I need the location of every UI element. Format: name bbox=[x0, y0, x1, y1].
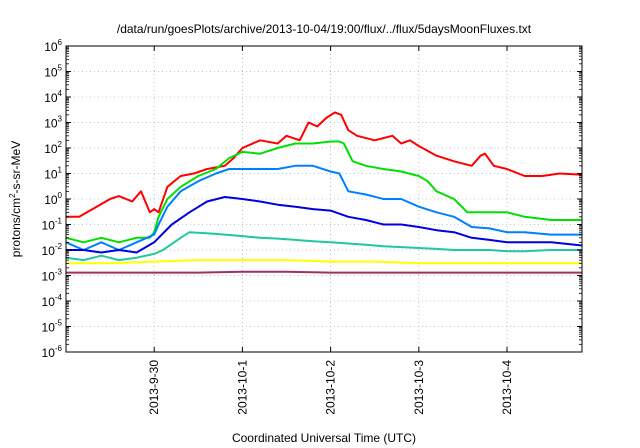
y-tick-label-base: 10 bbox=[42, 219, 56, 233]
series-line-6 bbox=[66, 259, 582, 265]
series-line-3 bbox=[65, 164, 582, 251]
x-tick-label: 2013-10-4 bbox=[500, 360, 514, 415]
y-axis-label: protons/cm2-s-sr-MeV bbox=[8, 141, 23, 257]
series-line-7 bbox=[66, 270, 582, 274]
x-tick-label: 2013-10-2 bbox=[324, 360, 338, 415]
y-tick-label: 104 bbox=[44, 89, 62, 105]
series-line-2 bbox=[65, 140, 582, 244]
chart-title: /data/run/goesPlots/archive/2013-10-04/1… bbox=[117, 22, 532, 36]
y-tick-label-exponent: 6 bbox=[58, 38, 63, 47]
y-tick-label: 10-5 bbox=[42, 319, 63, 335]
y-tick-label: 103 bbox=[44, 115, 62, 131]
y-tick-label: 10-1 bbox=[42, 217, 63, 233]
y-tick-label: 10-4 bbox=[42, 293, 63, 309]
y-tick-label: 102 bbox=[44, 140, 62, 156]
x-axis-label: Coordinated Universal Time (UTC) bbox=[232, 431, 416, 445]
y-tick-label-base: 10 bbox=[44, 193, 58, 207]
y-tick-label-exponent: 0 bbox=[58, 191, 63, 200]
y-tick-label-base: 10 bbox=[42, 270, 56, 284]
y-tick-label-base: 10 bbox=[44, 91, 58, 105]
y-tick-label-base: 10 bbox=[42, 346, 56, 360]
y-tick-label-exponent: 1 bbox=[58, 166, 63, 175]
y-tick-label-base: 10 bbox=[44, 117, 58, 131]
y-tick-label: 100 bbox=[44, 191, 62, 207]
y-tick-label-base: 10 bbox=[44, 66, 58, 80]
y-tick-label-base: 10 bbox=[42, 321, 56, 335]
y-tick-label-exponent: 2 bbox=[58, 140, 63, 149]
series-line-1 bbox=[66, 111, 583, 218]
y-tick-label: 10-2 bbox=[42, 242, 63, 258]
y-tick-label: 10-6 bbox=[42, 344, 63, 360]
series-line-4 bbox=[66, 196, 583, 254]
y-axis: 10610510410310210110010-110-210-310-410-… bbox=[42, 38, 582, 360]
y-tick-label-exponent: -2 bbox=[55, 242, 63, 251]
x-tick-label: 2013-9-30 bbox=[147, 360, 161, 415]
y-tick-label-exponent: 3 bbox=[58, 115, 63, 124]
y-tick-label-base: 10 bbox=[44, 142, 58, 156]
plot-series bbox=[65, 111, 583, 274]
y-tick-label: 105 bbox=[44, 64, 62, 80]
series-line-5 bbox=[65, 231, 582, 262]
y-tick-label-base: 10 bbox=[42, 295, 56, 309]
y-tick-label-base: 10 bbox=[44, 40, 58, 54]
y-tick-label: 106 bbox=[44, 38, 62, 54]
y-tick-label-exponent: -1 bbox=[55, 217, 63, 226]
y-axis-label-prefix: protons/cm bbox=[9, 198, 23, 257]
y-axis-label-superscript: 2 bbox=[8, 193, 17, 198]
y-tick-label-exponent: 5 bbox=[58, 64, 63, 73]
x-tick-label: 2013-10-3 bbox=[412, 360, 426, 415]
y-tick-label: 10-3 bbox=[42, 268, 63, 284]
y-tick-label-exponent: 4 bbox=[58, 89, 63, 98]
y-tick-label: 101 bbox=[44, 166, 62, 182]
y-tick-label-exponent: -5 bbox=[55, 319, 63, 328]
y-tick-label-base: 10 bbox=[42, 244, 56, 258]
x-tick-label: 2013-10-1 bbox=[235, 360, 249, 415]
y-tick-label-exponent: -3 bbox=[55, 268, 63, 277]
y-axis-label-suffix: -s-sr-MeV bbox=[9, 141, 23, 194]
y-tick-label-exponent: -4 bbox=[55, 293, 63, 302]
y-tick-label-base: 10 bbox=[44, 168, 58, 182]
x-axis: 2013-9-30 2013-10-1 2013-10-2 2013-10-3 2013… bbox=[147, 46, 514, 415]
y-tick-label-exponent: -6 bbox=[55, 344, 63, 353]
